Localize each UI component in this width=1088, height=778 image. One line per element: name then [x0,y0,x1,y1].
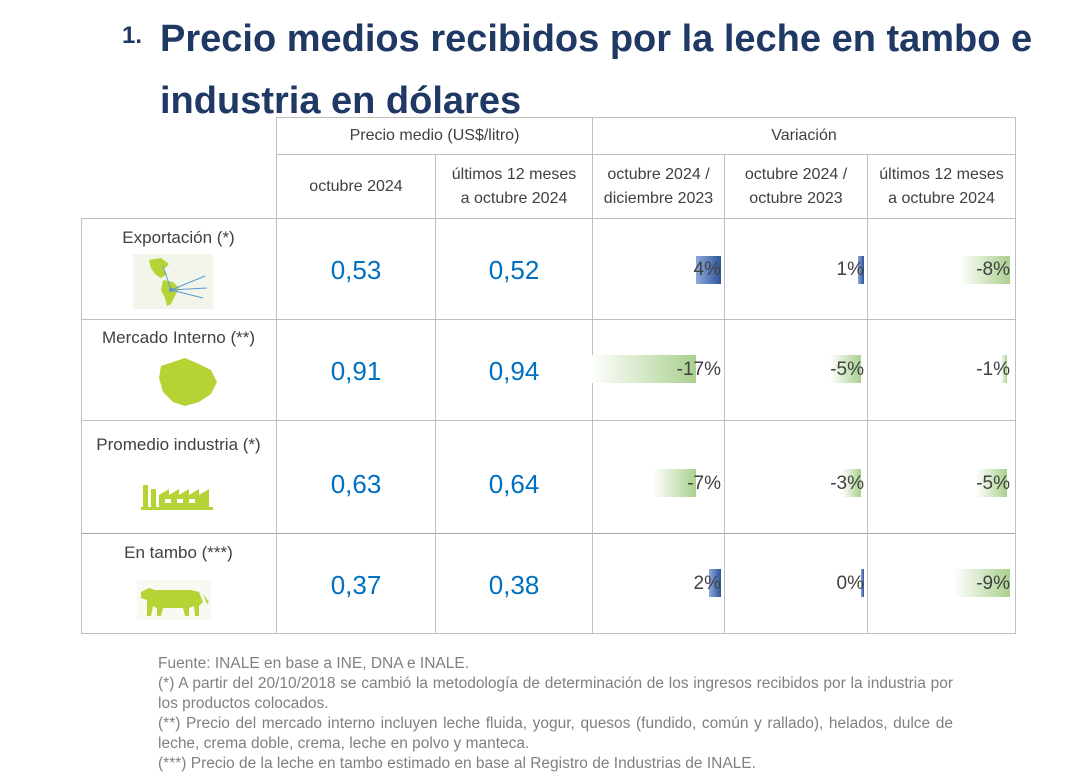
var-12m-value: -9% [976,573,1010,594]
row-label: Mercado Interno (**) [101,328,256,347]
footnote-3: (***) Precio de la leche en tambo estima… [158,755,756,772]
var-dec-value: -17% [676,359,721,380]
var-bar [696,256,721,284]
cow-icon [137,580,211,620]
var-bar [708,569,721,597]
var-12m-value: -8% [976,259,1010,280]
row-label: Promedio industria (*) [96,435,261,454]
var-bar [976,469,1007,497]
price-12-months: 0,38 [488,570,540,600]
var-oct-value: -3% [830,473,864,494]
var-12m-value: -1% [976,359,1010,380]
var-oct-value: -5% [830,359,864,380]
var-dec-value: -7% [687,473,721,494]
var-bar [842,469,861,497]
var-12m-value: -5% [976,473,1010,494]
var-bar [954,569,1010,597]
header-price-group: Precio medio (US$/litro) [349,127,520,144]
price-table: Precio medio (US$/litro) Variación octub… [81,117,1016,634]
row-label: En tambo (***) [124,543,233,562]
price-12-months: 0,52 [488,255,540,285]
header-var-dec: octubre 2024 / diciembre 2023 [603,166,714,207]
footnote-2: (**) Precio del mercado interno incluyen… [158,715,953,752]
row-label: Exportación (*) [122,228,235,247]
header-price-12-months: últimos 12 meses a octubre 2024 [451,166,577,207]
var-dec-value: 2% [693,573,721,594]
title-number: 1. [122,22,143,49]
source-note: Fuente: INALE en base a INE, DNA e INALE… [158,655,470,672]
factory-icon [141,485,213,510]
price-12-months: 0,64 [488,469,540,499]
header-variation-group: Variación [771,127,837,144]
uruguay-map-icon [159,358,217,406]
footnotes: Fuente: INALE en base a INE, DNA e INALE… [158,654,953,774]
var-bar [830,355,861,383]
header-var-12m: últimos 12 meses a octubre 2024 [879,166,1004,207]
price-12-months: 0,94 [488,356,540,386]
price-october: 0,91 [330,356,382,386]
header-var-oct: octubre 2024 / octubre 2023 [744,166,848,207]
var-bar [590,355,696,383]
var-dec-value: 4% [693,259,721,280]
var-bar [960,256,1010,284]
price-october: 0,53 [330,255,382,285]
var-oct-value: 1% [836,259,864,280]
price-october: 0,63 [330,469,382,499]
var-bar [857,256,864,284]
price-october: 0,37 [330,570,382,600]
var-bar [861,569,864,597]
footnote-1: (*) A partir del 20/10/2018 se cambió la… [158,675,953,712]
var-oct-value: 0% [836,573,864,594]
var-bar [652,469,696,497]
header-price-october: octubre 2024 [309,178,403,195]
page-title: Precio medios recibidos por la leche en … [160,18,1033,122]
americas-map-icon [133,254,213,309]
var-bar [1000,355,1007,383]
